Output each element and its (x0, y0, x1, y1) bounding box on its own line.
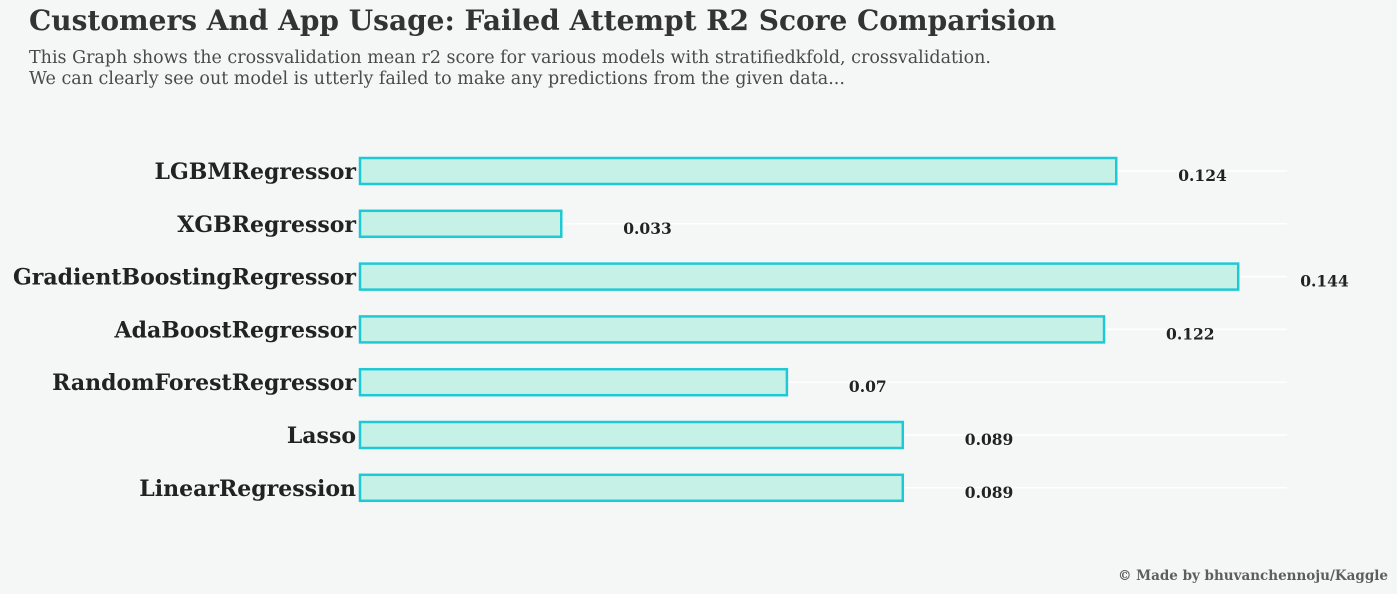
value-label: 0.144 (1300, 272, 1349, 291)
category-label: LinearRegression (139, 476, 356, 502)
bars (358, 156, 1240, 503)
value-label: 0.089 (965, 430, 1014, 449)
value-label: 0.07 (849, 377, 887, 396)
bar (358, 367, 789, 397)
credit-text: © Made by bhuvanchennoju/Kaggle (1117, 568, 1388, 584)
bar (358, 420, 905, 450)
chart-subtitle: This Graph shows the crossvalidation mea… (29, 48, 991, 90)
category-label: GradientBoostingRegressor (13, 265, 356, 291)
category-label: RandomForestRegressor (52, 370, 356, 396)
bar (358, 209, 563, 239)
bar (358, 315, 1106, 344)
subtitle-line-1: This Graph shows the crossvalidation mea… (29, 48, 991, 68)
value-label: 0.033 (623, 219, 672, 238)
category-label: XGBRegressor (177, 212, 356, 238)
bar (358, 262, 1240, 291)
bar (358, 156, 1118, 186)
value-labels: 0.124 0.033 0.144 0.122 0.07 0.089 0.089 (623, 166, 1349, 502)
subtitle-line-2: We can clearly see out model is utterly … (29, 69, 845, 89)
category-label: Lasso (287, 423, 356, 449)
chart-title: Customers And App Usage: Failed Attempt … (29, 4, 1057, 37)
value-label: 0.089 (965, 483, 1014, 502)
bar (358, 473, 905, 503)
category-labels: LGBMRegressor XGBRegressor GradientBoostin… (13, 159, 356, 502)
category-label: AdaBoostRegressor (114, 317, 357, 343)
value-label: 0.124 (1178, 166, 1227, 185)
value-label: 0.122 (1166, 324, 1215, 343)
category-label: LGBMRegressor (155, 159, 357, 185)
